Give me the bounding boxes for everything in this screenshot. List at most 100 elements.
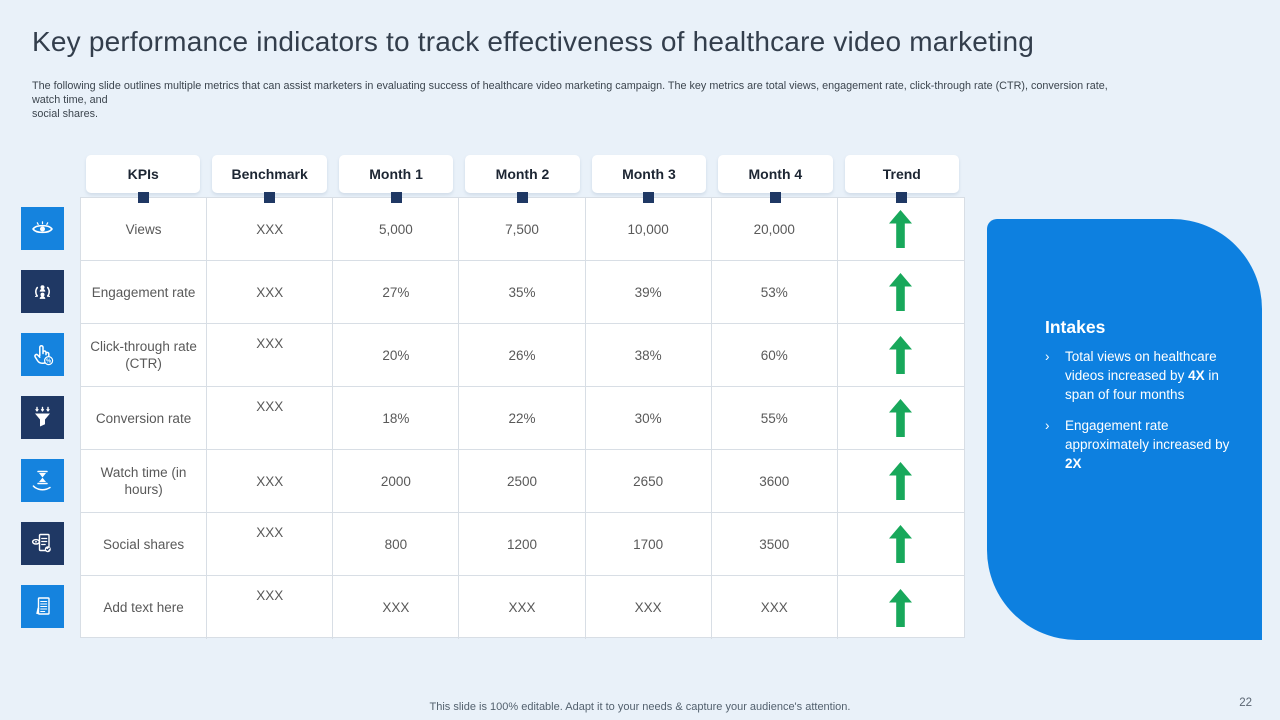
slide-description: The following slide outlines multiple me… (32, 79, 1244, 121)
trend-cell (837, 387, 964, 450)
trend-up-arrow-icon (889, 525, 913, 563)
month2-cell: 35% (459, 261, 586, 324)
month4-cell: 3500 (711, 513, 838, 576)
month4-cell: 55% (711, 387, 838, 450)
add-text-icon-tile (21, 585, 64, 628)
views-icon-tile (21, 207, 64, 250)
kpi-cell: Social shares (81, 513, 208, 576)
kpi-cell: Engagement rate (81, 261, 208, 324)
month1-cell: 5,000 (333, 198, 460, 261)
month4-cell: 53% (711, 261, 838, 324)
month3-cell: 39% (585, 261, 712, 324)
header-marker-square (516, 192, 528, 203)
kpi-cell: Add text here (81, 576, 208, 639)
trend-cell (837, 513, 964, 576)
benchmark-cell: XXX (207, 513, 334, 576)
kpi-cell: Views (81, 198, 208, 261)
svg-text:%: % (46, 359, 51, 365)
trend-cell (837, 198, 964, 261)
benchmark-cell: XXX (207, 324, 334, 387)
slide-description-line2: watch time, and (32, 94, 108, 106)
bullet-text: Total views on healthcare videos increas… (1065, 349, 1217, 383)
month2-cell: XXX (459, 576, 586, 639)
kpi-cell: Click-through rate (CTR) (81, 324, 208, 387)
benchmark-cell: XXX (207, 387, 334, 450)
header-marker-square (769, 192, 781, 203)
engagement-icon-tile (21, 270, 64, 313)
bullet-text: in span of four months (1065, 368, 1219, 402)
month2-cell: 7,500 (459, 198, 586, 261)
header-marker-square (264, 192, 276, 203)
trend-up-arrow-icon (889, 462, 913, 500)
trend-cell (837, 450, 964, 513)
trend-up-arrow-icon (889, 210, 913, 248)
month1-cell: 800 (333, 513, 460, 576)
header-kpis: KPIs (86, 155, 201, 193)
intakes-panel: Intakes › Total views on healthcare vide… (987, 219, 1262, 640)
slide-description-line1: The following slide outlines multiple me… (32, 80, 1108, 92)
month3-cell: 30% (585, 387, 712, 450)
bullet-chevron: › (1045, 349, 1050, 364)
add-text-document-icon (36, 597, 50, 615)
intakes-heading: Intakes (1045, 317, 1106, 337)
month3-cell: 38% (585, 324, 712, 387)
intakes-bullet-2-text: Engagement rate approximately increased … (1065, 416, 1234, 473)
benchmark-cell: XXX (207, 261, 334, 324)
month1-cell: 18% (333, 387, 460, 450)
bullet-bold-text: 4X (1188, 368, 1205, 383)
trend-up-arrow-icon (889, 273, 913, 311)
header-marker-square (896, 192, 908, 203)
benchmark-cell: XXX (207, 576, 334, 639)
kpi-cell: Conversion rate (81, 387, 208, 450)
watch-time-hourglass-icon (32, 470, 51, 491)
bullet-text: Engagement rate approximately increased … (1065, 418, 1230, 452)
benchmark-cell: XXX (207, 198, 334, 261)
watch-time-icon-tile (21, 459, 64, 502)
header-trend: Trend (844, 155, 959, 193)
trend-cell (838, 576, 964, 639)
slide-description-line3: social shares. (32, 108, 99, 120)
social-shares-icon-tile (21, 522, 64, 565)
month2-cell: 1200 (459, 513, 586, 576)
month4-cell: 20,000 (711, 198, 838, 261)
intakes-bullet-1: › Total views on healthcare videos incre… (1045, 347, 1234, 404)
bullet-bold-text: 2X (1065, 456, 1082, 471)
trend-up-arrow-icon (889, 399, 913, 437)
engagement-network-icon (35, 285, 50, 299)
month3-cell: 1700 (585, 513, 712, 576)
intakes-bullet-2: › Engagement rate approximately increase… (1045, 416, 1234, 473)
trend-up-arrow-icon (889, 588, 913, 627)
benchmark-cell: XXX (207, 450, 334, 513)
social-shares-document-icon (31, 533, 51, 553)
month2-cell: 2500 (459, 450, 586, 513)
month4-cell: XXX (712, 576, 838, 639)
header-markers (80, 192, 965, 203)
conversion-icon-tile (21, 396, 64, 439)
trend-up-arrow-icon (889, 336, 913, 374)
editable-note: This slide is 100% editable. Adapt it to… (429, 701, 851, 713)
kpi-cell: Watch time (in hours) (81, 450, 208, 513)
trend-cell (837, 324, 964, 387)
header-marker-square (137, 192, 149, 203)
kpi-table: Views XXX 5,000 7,500 10,000 20,000 Enga… (80, 197, 965, 639)
header-month-4: Month 4 (718, 155, 833, 193)
month1-cell: 20% (333, 324, 460, 387)
intakes-bullet-1-text: Total views on healthcare videos increas… (1065, 347, 1234, 404)
month4-cell: 60% (711, 324, 838, 387)
month3-cell: 10,000 (585, 198, 712, 261)
header-month-2: Month 2 (465, 155, 580, 193)
month4-cell: 3600 (711, 450, 838, 513)
month3-cell: XXX (586, 576, 712, 639)
header-marker-square (390, 192, 402, 203)
click-through-percent-icon: % (34, 345, 54, 366)
trend-cell (837, 261, 964, 324)
month2-cell: 22% (459, 387, 586, 450)
eye-icon (32, 221, 53, 234)
month1-cell: XXX (333, 576, 460, 639)
bullet-chevron: › (1045, 418, 1050, 433)
conversion-funnel-icon (35, 406, 50, 427)
header-month-1: Month 1 (338, 155, 454, 193)
header-benchmark: Benchmark (212, 155, 327, 193)
page-title: Key performance indicators to track effe… (32, 26, 1035, 57)
header-month-3: Month 3 (591, 155, 707, 193)
